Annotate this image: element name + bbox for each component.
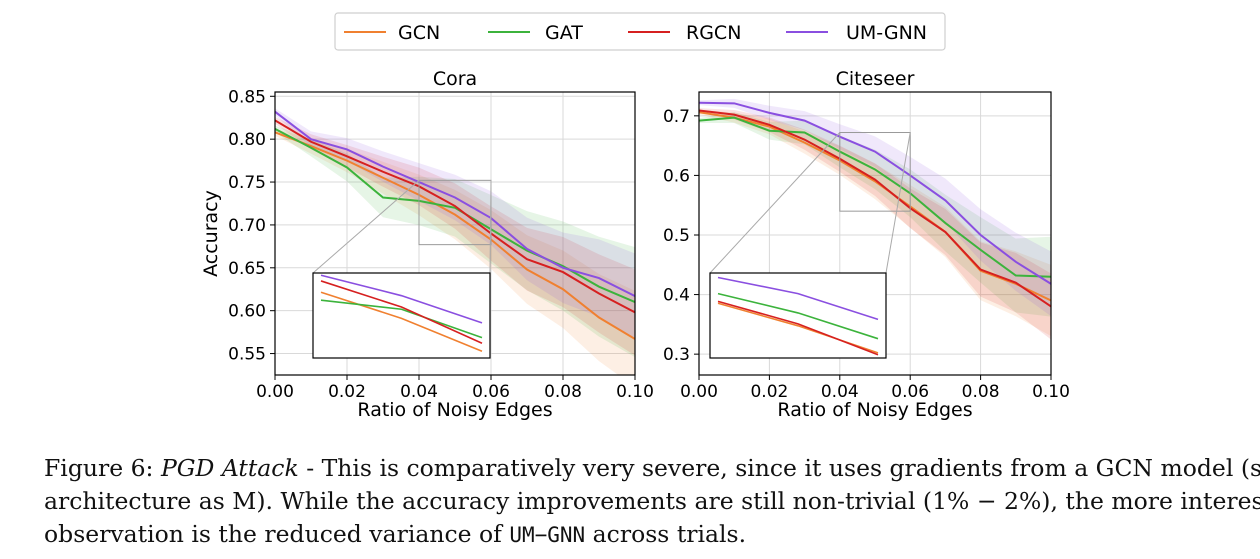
series-line-gat <box>275 127 635 304</box>
x-axis-label: Ratio of Noisy Edges <box>777 399 972 421</box>
caption-line-3-text: observation is the reduced variance of <box>44 520 510 548</box>
chart-title: Cora <box>433 68 477 90</box>
plot-area <box>275 108 635 375</box>
zoom-connector <box>312 179 420 274</box>
chart-cora: 0.00 0.02 0.04 0.06 0.08 0.10 0.55 0.60 0.65 0.70… <box>200 68 654 421</box>
inset-plot <box>320 274 483 352</box>
x-tick-label: 0.04 <box>400 382 438 402</box>
y-tick-label: 0.85 <box>228 87 266 107</box>
y-tick-label: 0.3 <box>663 345 690 365</box>
y-tick-label: 0.4 <box>663 286 690 306</box>
legend-label-um-gnn: UM-GNN <box>846 22 927 44</box>
band-gat <box>699 112 1051 317</box>
x-tick-label: 0.08 <box>544 382 582 402</box>
band-gcn <box>699 109 1051 337</box>
series-line-gcn <box>275 131 635 340</box>
inset-box <box>709 272 887 359</box>
x-tick-label: 0.06 <box>472 382 510 402</box>
caption-line-1: Figure 6: PGD Attack - This is comparati… <box>44 452 1260 485</box>
axes-frame <box>274 91 636 376</box>
x-tick-label: 0.02 <box>750 382 788 402</box>
caption-line-3: observation is the reduced variance of U… <box>44 518 1256 552</box>
inset-line-rgcn <box>717 300 879 356</box>
axes-frame <box>698 91 1052 376</box>
series-line-um-gnn <box>275 110 635 297</box>
caption-line-2: architecture as M). While the accuracy i… <box>44 487 1260 515</box>
series-line-gat <box>699 116 1051 278</box>
inset-line-um-gnn <box>320 274 483 324</box>
band-rgcn <box>275 116 635 356</box>
inset-line-rgcn <box>320 280 483 344</box>
x-tick-label: 0.10 <box>1032 382 1070 402</box>
legend-entry-gat: GAT <box>488 22 583 44</box>
y-tick-label: 0.80 <box>228 130 266 150</box>
legend-label-rgcn: RGCN <box>686 22 741 44</box>
y-tick-label: 0.6 <box>663 166 690 186</box>
legend: GCN GAT RGCN UM-GNN <box>334 12 946 51</box>
plot-area <box>699 98 1051 340</box>
chart-citeseer: 0.00 0.02 0.04 0.06 0.08 0.10 0.3 0.4 0.5 0.6 0.7 C… <box>663 68 1070 421</box>
inset-box <box>312 272 491 359</box>
legend-entry-gcn: GCN <box>344 22 440 44</box>
x-tick-label: 0.02 <box>328 382 366 402</box>
x-tick-label: 0.00 <box>256 382 294 402</box>
y-tick-label: 0.70 <box>228 216 266 236</box>
band-um-gnn <box>699 98 1051 317</box>
band-gcn <box>275 128 635 375</box>
figure: GCN GAT RGCN UM-GNN 0.00 0.02 0.04 0.06 0.08… <box>200 12 1070 421</box>
figure-caption: Figure 6: PGD Attack - This is comparati… <box>44 452 1260 552</box>
y-axis-label: Accuracy <box>200 190 222 277</box>
y-tick-label: 0.65 <box>228 259 266 279</box>
zoom-region <box>839 132 911 212</box>
inset-line-gat <box>320 299 483 339</box>
zoom-connector <box>709 132 841 274</box>
x-tick-label: 0.00 <box>680 382 718 402</box>
band-um-gnn <box>275 108 635 339</box>
caption-model-name: UM−GNN <box>509 523 586 547</box>
y-tick-label: 0.60 <box>228 302 266 322</box>
y-tick-label: 0.55 <box>228 345 266 365</box>
chart-title: Citeseer <box>836 68 915 90</box>
y-tick-label: 0.5 <box>663 226 690 246</box>
caption-line-1-text: - This is comparatively very severe, sin… <box>298 454 1260 482</box>
x-tick-label: 0.10 <box>616 382 654 402</box>
inset-line-gat <box>717 292 879 340</box>
legend-label-gat: GAT <box>545 22 583 44</box>
y-tick-label: 0.75 <box>228 173 266 193</box>
x-tick-label: 0.06 <box>891 382 929 402</box>
zoom-connector <box>885 132 911 274</box>
series-line-um-gnn <box>699 101 1051 285</box>
series-line-gcn <box>699 111 1051 302</box>
zoom-connector <box>489 180 492 274</box>
legend-entry-rgcn: RGCN <box>628 22 741 44</box>
series-line-rgcn <box>699 109 1051 308</box>
x-tick-label: 0.04 <box>821 382 859 402</box>
caption-line-3-end: across trials. <box>585 520 747 548</box>
legend-entry-um-gnn: UM-GNN <box>786 22 927 44</box>
x-axis-label: Ratio of Noisy Edges <box>357 399 552 421</box>
inset-plot <box>717 276 879 356</box>
inset-line-um-gnn <box>717 276 879 321</box>
inset-line-gcn <box>320 291 483 352</box>
caption-figure-number: Figure 6: <box>44 454 161 482</box>
legend-label-gcn: GCN <box>398 22 440 44</box>
y-tick-label: 0.7 <box>663 107 690 127</box>
x-tick-label: 0.08 <box>962 382 1000 402</box>
series-line-rgcn <box>275 119 635 314</box>
caption-attack-name: PGD Attack <box>160 454 299 482</box>
